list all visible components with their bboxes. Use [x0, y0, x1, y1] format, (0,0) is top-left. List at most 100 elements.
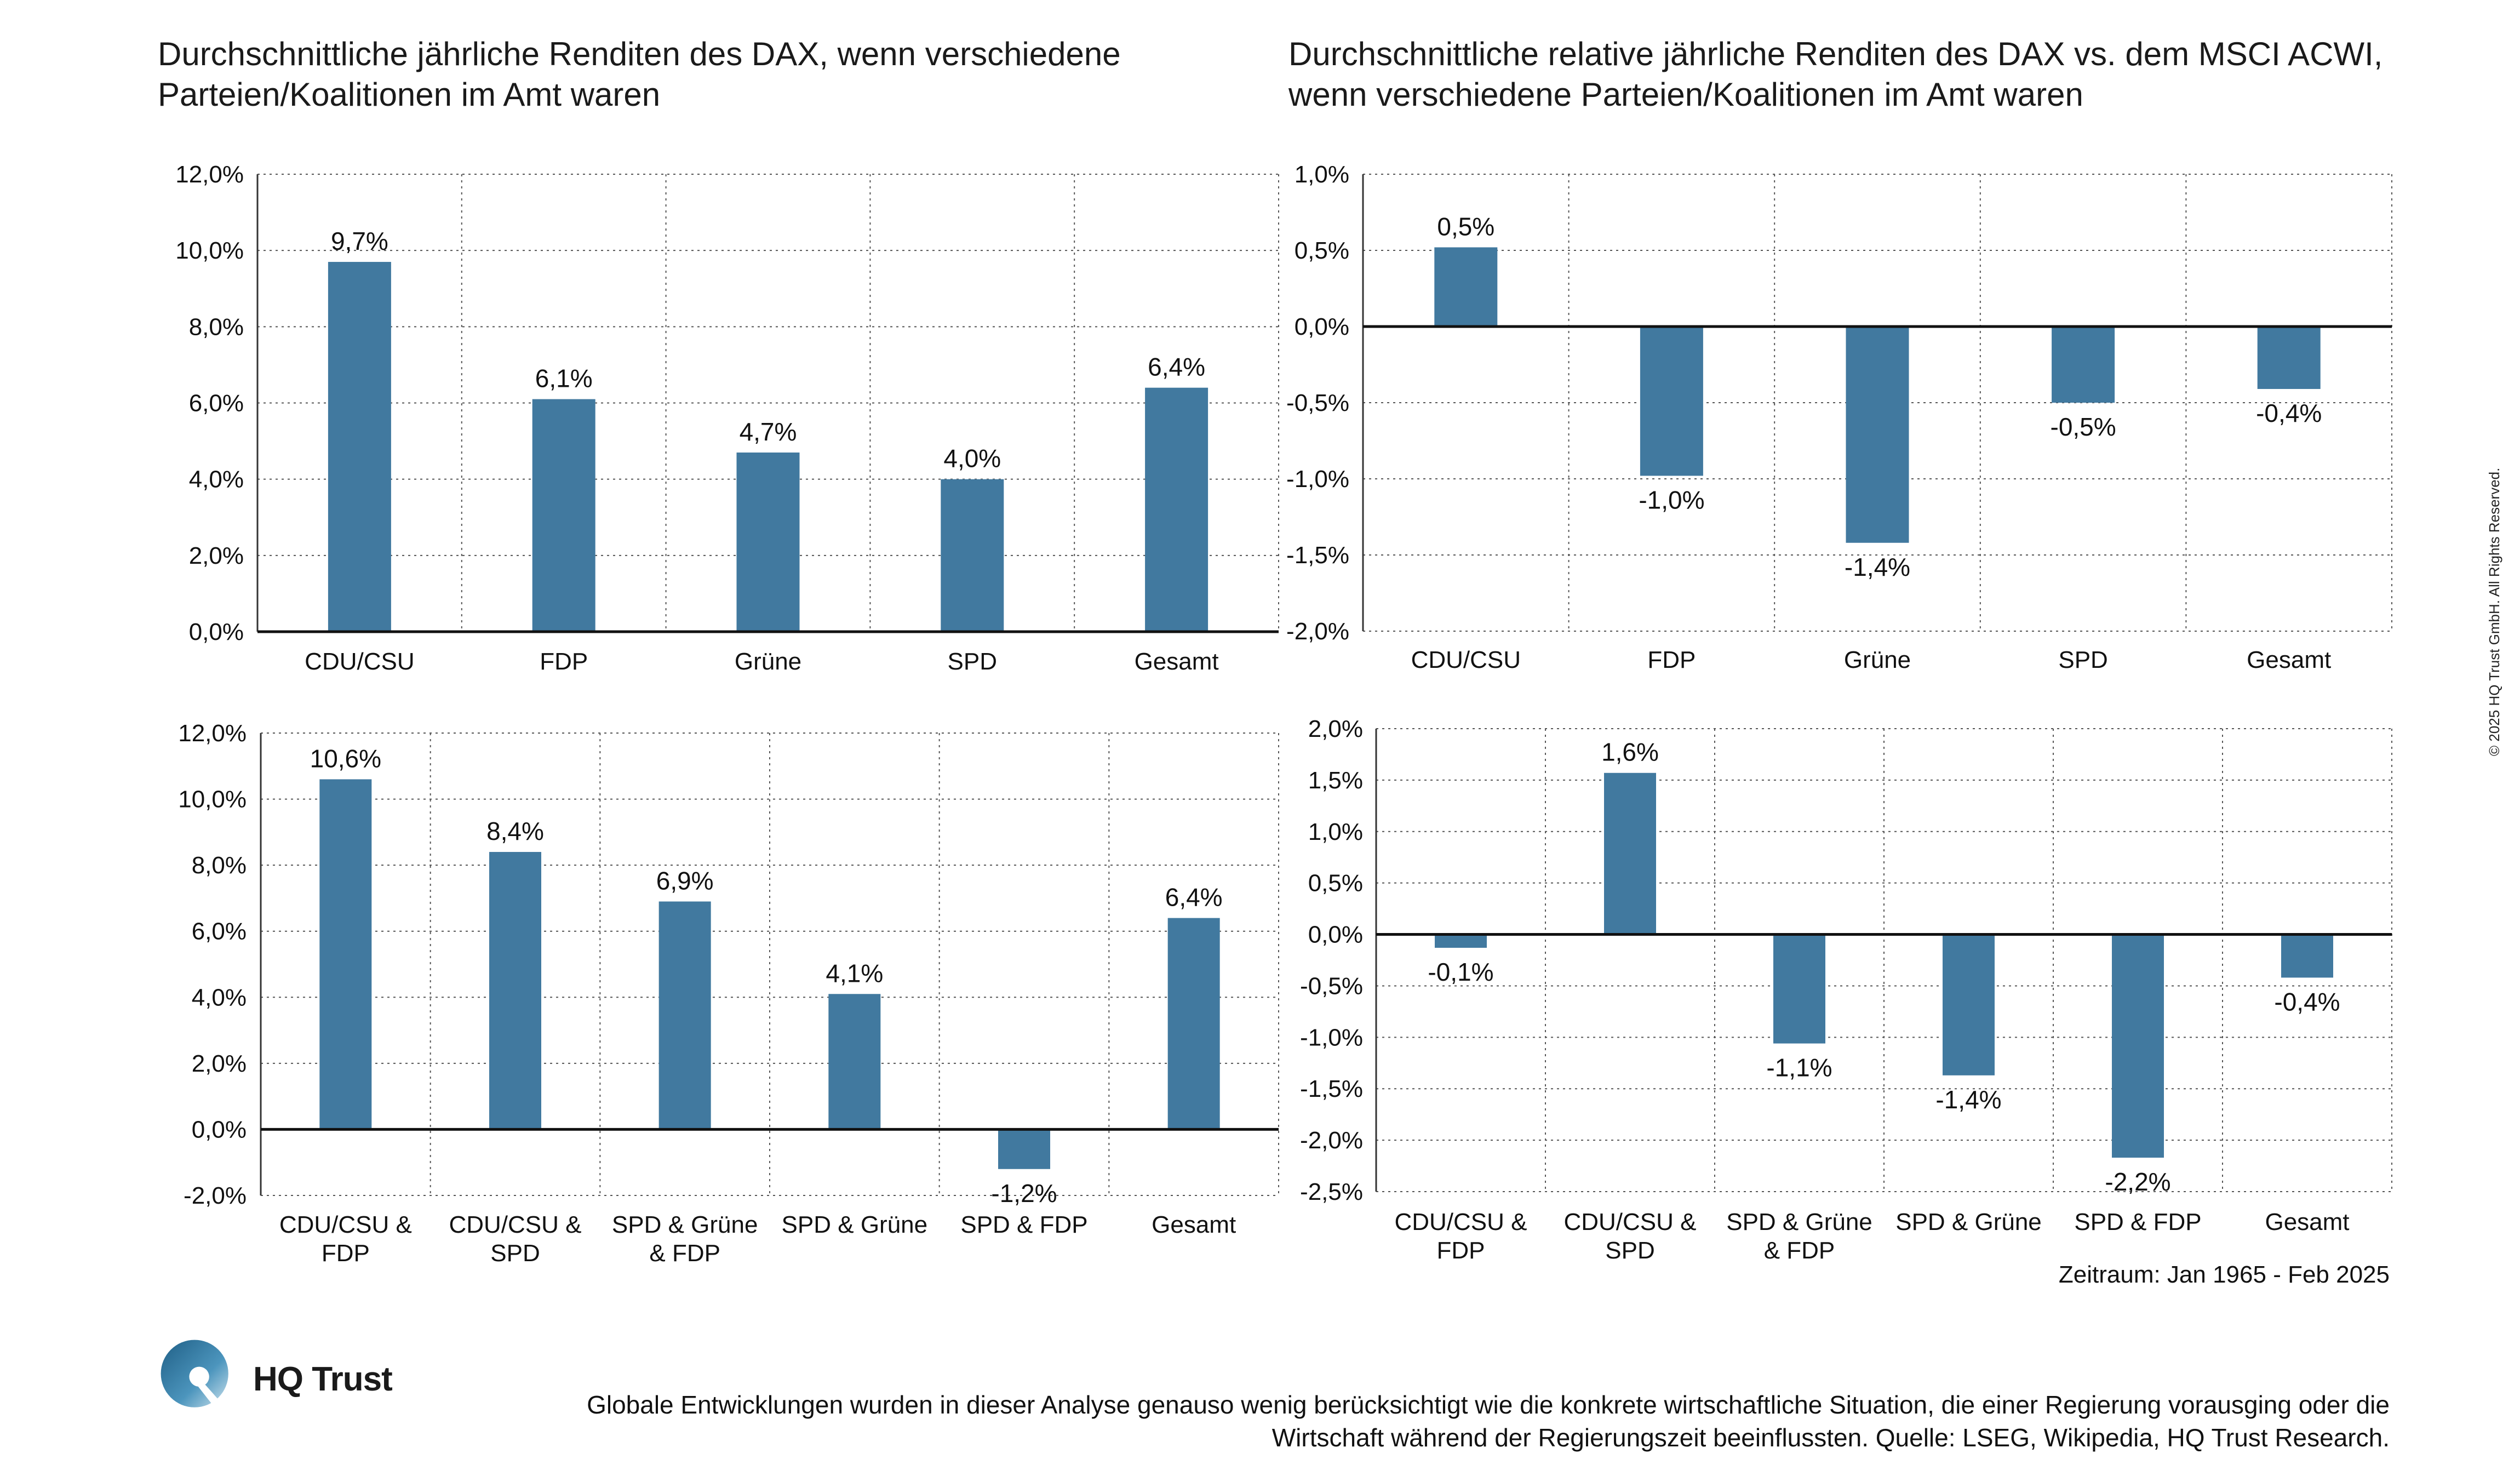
- y-tick-label: 1,0%: [1295, 161, 1349, 188]
- x-category-label: CDU/CSU: [305, 648, 414, 675]
- y-tick-label: 8,0%: [189, 313, 244, 340]
- x-category-label: & FDP: [1764, 1237, 1835, 1264]
- bar: [1604, 772, 1656, 935]
- y-tick-label: 2,0%: [189, 542, 244, 569]
- bar: [736, 452, 800, 632]
- bar: [1145, 387, 1209, 632]
- bar: [2052, 327, 2115, 403]
- data-label: 4,1%: [826, 959, 883, 987]
- y-tick-label: -1,5%: [1286, 542, 1349, 569]
- x-category-label: SPD & FDP: [2074, 1209, 2201, 1235]
- hq-trust-logo-icon: [161, 1340, 228, 1407]
- y-tick-label: 1,0%: [1308, 819, 1363, 845]
- bar: [1943, 934, 1995, 1075]
- bar: [1167, 918, 1220, 1130]
- bar: [1640, 327, 1703, 476]
- x-category-label: Gesamt: [1152, 1211, 1236, 1238]
- bar: [2112, 934, 2164, 1158]
- data-label: -1,4%: [1845, 553, 1910, 581]
- data-label: -1,4%: [1935, 1085, 2001, 1114]
- y-tick-label: -1,0%: [1286, 466, 1349, 493]
- y-tick-label: 10,0%: [178, 786, 247, 813]
- x-category-label: SPD & Grüne: [1895, 1209, 2042, 1235]
- chart-title-right: Durchschnittliche relative jährliche Ren…: [1288, 36, 2383, 113]
- y-tick-label: 2,0%: [192, 1050, 247, 1077]
- bar: [1435, 934, 1487, 948]
- brand-name: HQ Trust: [253, 1360, 393, 1398]
- data-label: 6,4%: [1165, 883, 1223, 912]
- y-tick-label: -2,5%: [1300, 1178, 1363, 1205]
- y-tick-label: -2,0%: [184, 1182, 247, 1209]
- y-tick-label: 12,0%: [178, 720, 247, 747]
- x-category-label: CDU/CSU &: [279, 1211, 412, 1238]
- data-label: -0,1%: [1428, 958, 1493, 986]
- bar: [2281, 934, 2333, 978]
- x-category-label: Gesamt: [2265, 1209, 2349, 1235]
- y-tick-label: 0,5%: [1308, 870, 1363, 897]
- x-category-label: SPD: [490, 1240, 540, 1267]
- bar: [828, 994, 881, 1130]
- bar: [319, 779, 372, 1130]
- data-label: 4,7%: [740, 417, 797, 446]
- x-category-label: FDP: [1647, 646, 1696, 673]
- x-category-label: CDU/CSU &: [449, 1211, 581, 1238]
- data-label: 4,0%: [943, 444, 1001, 473]
- y-tick-label: 0,5%: [1295, 237, 1349, 264]
- y-tick-label: 6,0%: [189, 390, 244, 417]
- bar: [998, 1129, 1050, 1169]
- copyright-notice: © 2025 HQ Trust GmbH. All Rights Reserve…: [2486, 467, 2502, 756]
- x-category-label: SPD: [2058, 646, 2107, 673]
- data-label: 6,1%: [535, 364, 593, 393]
- y-tick-label: 2,0%: [1308, 716, 1363, 742]
- data-label: 9,7%: [331, 227, 388, 255]
- x-category-label: Gesamt: [1135, 648, 1219, 675]
- x-category-label: SPD & Grüne: [782, 1211, 928, 1238]
- data-label: -1,1%: [1766, 1054, 1832, 1082]
- data-label: 1,6%: [1601, 738, 1659, 766]
- y-tick-label: 0,0%: [1295, 313, 1349, 340]
- y-tick-label: 6,0%: [192, 918, 247, 945]
- x-category-label: & FDP: [649, 1240, 720, 1267]
- y-tick-label: 4,0%: [192, 984, 247, 1011]
- bar: [658, 901, 711, 1130]
- x-category-label: SPD: [1605, 1237, 1654, 1264]
- bar: [1773, 934, 1825, 1044]
- period-note: Zeitraum: Jan 1965 - Feb 2025: [2058, 1261, 2390, 1288]
- y-tick-label: 8,0%: [192, 852, 247, 879]
- data-label: 8,4%: [486, 817, 544, 845]
- y-tick-label: 1,5%: [1308, 767, 1363, 794]
- x-category-label: CDU/CSU: [1411, 646, 1521, 673]
- x-category-label: Grüne: [1844, 646, 1911, 673]
- y-tick-label: -0,5%: [1286, 390, 1349, 416]
- y-tick-label: -2,0%: [1286, 618, 1349, 645]
- data-label: 6,4%: [1148, 353, 1205, 381]
- x-category-label: SPD & Grüne: [1726, 1209, 1872, 1235]
- y-tick-label: -1,5%: [1300, 1075, 1363, 1102]
- bar: [1434, 247, 1498, 327]
- data-label: 0,5%: [1437, 212, 1494, 241]
- bar: [328, 262, 391, 632]
- x-category-label: Gesamt: [2247, 646, 2331, 673]
- y-tick-label: -0,5%: [1300, 972, 1363, 999]
- y-tick-label: 4,0%: [189, 466, 244, 493]
- x-category-label: CDU/CSU &: [1563, 1209, 1696, 1235]
- x-category-label: FDP: [1437, 1237, 1485, 1264]
- data-label: -1,0%: [1639, 485, 1704, 514]
- y-tick-label: 0,0%: [189, 619, 244, 645]
- data-label: 6,9%: [656, 866, 714, 895]
- y-tick-label: 12,0%: [175, 161, 244, 188]
- data-label: -1,2%: [991, 1179, 1057, 1208]
- x-category-label: SPD & Grüne: [612, 1211, 758, 1238]
- y-tick-label: -2,0%: [1300, 1127, 1363, 1154]
- y-tick-label: 0,0%: [192, 1116, 247, 1143]
- bar: [532, 399, 595, 632]
- bar: [941, 479, 1004, 632]
- data-label: 10,6%: [310, 744, 381, 772]
- x-category-label: FDP: [540, 648, 588, 675]
- x-category-label: CDU/CSU &: [1394, 1209, 1527, 1235]
- data-label: -2,2%: [2105, 1168, 2170, 1196]
